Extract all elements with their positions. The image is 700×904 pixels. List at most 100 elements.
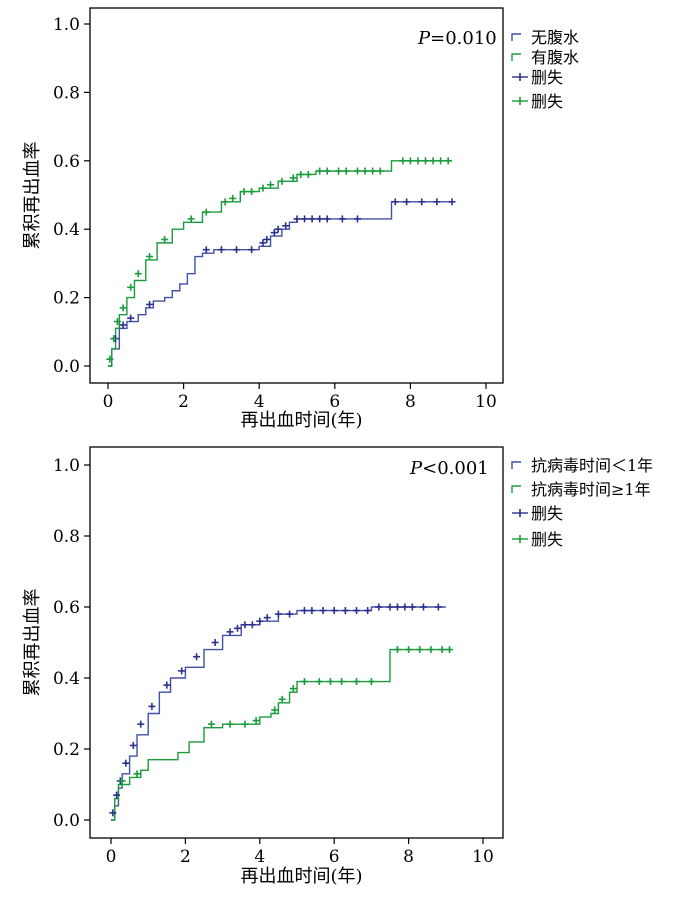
censor-mark [341,607,349,615]
censor-mark [433,198,441,206]
censor-mark [256,617,264,625]
censor-mark [106,355,114,363]
censor-mark [119,321,127,329]
censor-mark [148,702,156,710]
y-tick-label: 0.6 [53,598,80,618]
censor-mark [137,720,145,728]
censor-mark [146,300,154,308]
y-axis-label: 累积再出血率 [22,142,43,250]
censor-mark [429,157,437,165]
y-axis-label: 累积再出血率 [22,589,43,697]
censor-mark [353,607,361,615]
legend-label: 有腹水 [531,48,579,67]
censor-mark [289,685,297,693]
censor-mark [289,174,297,182]
legend-label: 抗病毒时间＜1年 [531,456,653,475]
censor-mark [444,157,452,165]
x-tick-label: 6 [329,847,340,867]
censor-mark [304,170,312,178]
censor-mark [113,318,121,326]
censor-mark [367,678,375,686]
censor-mark [248,188,256,196]
y-tick-label: 0.8 [53,527,80,547]
censor-mark [248,621,256,629]
censor-mark [297,170,305,178]
censor-mark [403,198,411,206]
censor-mark [416,646,424,654]
censor-mark [278,695,286,703]
p-value-symbol: P [417,28,431,49]
y-tick-label: 0.2 [53,289,80,309]
censor-mark [323,215,331,223]
censor-mark [193,653,201,661]
censor-mark [353,167,361,175]
censor-mark [319,607,327,615]
censor-mark [376,167,384,175]
censor-mark [338,678,346,686]
censor-mark [316,215,324,223]
censor-mark [267,181,275,189]
censor-mark [338,215,346,223]
censor-mark [133,770,141,778]
censor-mark [202,246,210,254]
censor-mark [353,215,361,223]
plot-frame [89,7,504,384]
chart-panel-1: 0.0 0.2 0.4 0.6 0.8 1.0 0 2 4 6 8 10 再出血时间(年) 累积再出血率 P… [22,7,579,431]
x-axis-label: 再出血时间(年) [240,866,362,887]
y-tick-label: 1.0 [53,456,80,476]
censor-mark [342,167,350,175]
censor-mark [263,614,271,622]
censor-mark [330,607,338,615]
censor-mark [293,215,301,223]
y-tick-label: 0.0 [53,357,80,377]
censor-mark [161,235,169,243]
censor-mark [406,157,414,165]
chart-panel-2: 0.0 0.2 0.4 0.6 0.8 1.0 0 2 4 6 8 10 再出血时间(年) 累积再出血率 P… [22,446,653,887]
legend-line-swatch [511,485,521,493]
censor-mark [391,198,399,206]
censor-mark [446,646,454,654]
legend-label: 删失 [531,92,563,111]
p-value-text: <0.001 [422,458,489,479]
censor-mark [418,198,426,206]
censor-mark [282,222,290,230]
censor-mark [163,681,171,689]
censor-mark [233,624,241,632]
censor-mark [252,717,260,725]
legend-label: 删失 [531,530,563,549]
x-tick-label: 4 [254,847,265,867]
legend-item: 无腹水 [511,28,579,47]
series-line-1 [108,201,452,367]
censor-mark [301,215,309,223]
x-tick-label: 4 [254,392,265,412]
censor-mark [113,791,121,799]
censor-mark [240,188,248,196]
censor-mark [109,809,117,817]
legend-item: 删失 [512,92,563,111]
p-value-symbol: P [409,458,423,479]
x-tick-label: 8 [403,847,414,867]
censor-mark [434,603,442,611]
censor-mark [361,167,369,175]
censor-mark [386,603,394,611]
censor-mark [259,239,267,247]
censor-mark [393,603,401,611]
censor-mark [375,603,383,611]
legend-line-swatch [511,461,521,469]
censor-mark [401,603,409,611]
legend-line-swatch [511,33,521,41]
censor-mark [399,157,407,165]
x-tick-label: 0 [106,847,117,867]
censor-mark [308,215,316,223]
y-tick-label: 1.0 [53,15,80,35]
legend-item: 抗病毒时间≥1年 [511,480,651,499]
censor-mark [122,759,130,767]
censor-mark [127,314,135,322]
censor-mark [217,246,225,254]
x-axis-label: 再出血时间(年) [240,410,362,431]
censor-mark [422,157,430,165]
censor-mark [408,603,416,611]
censor-mark [335,167,343,175]
censor-mark [315,678,323,686]
